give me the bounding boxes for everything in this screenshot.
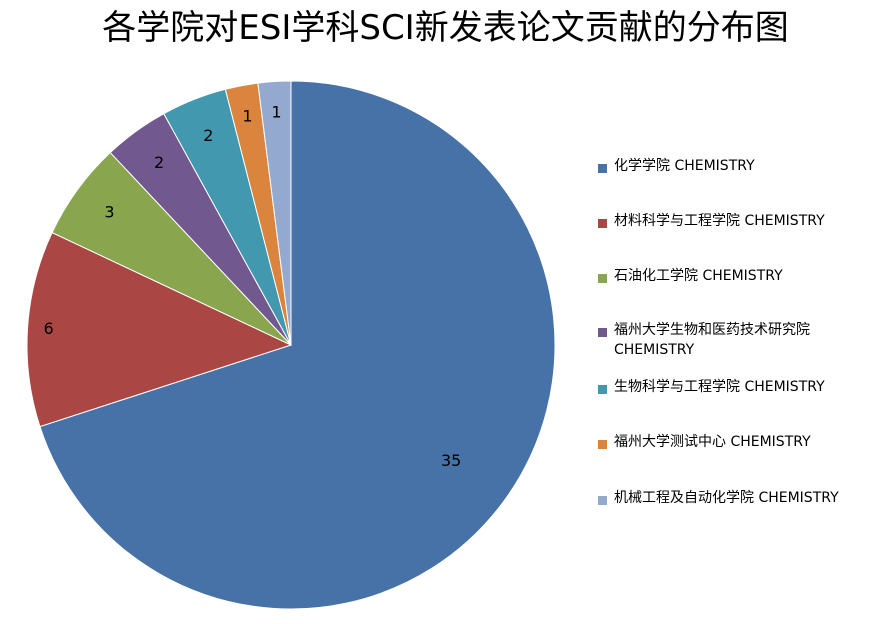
legend-item: 福州大学测试中心 CHEMISTRY: [598, 432, 888, 452]
legend-swatch: [598, 219, 607, 228]
legend-item: 材料科学与工程学院 CHEMISTRY: [598, 211, 888, 231]
legend-item: 福州大学生物和医药技术研究院 CHEMISTRY: [598, 320, 888, 360]
legend-label: 化学学院 CHEMISTRY: [614, 158, 755, 174]
pie-slice: [26, 231, 293, 428]
legend-swatch: [598, 164, 607, 173]
pie-slices: [26, 80, 556, 610]
pie-data-labels: 35 6 3 2 2 1 1: [44, 103, 462, 470]
pie-slice: [257, 80, 292, 346]
legend-swatch: [598, 496, 607, 505]
legend-item: 生物科学与工程学院 CHEMISTRY: [598, 377, 888, 397]
legend-swatch: [598, 328, 607, 337]
legend-item: 石油化工学院 CHEMISTRY: [598, 266, 888, 286]
chart-title: 各学院对ESI学科SCI新发表论文贡献的分布图: [102, 8, 789, 48]
legend-label: 福州大学测试中心 CHEMISTRY: [614, 434, 811, 450]
slice-data-label: 3: [104, 203, 114, 222]
legend-swatch: [598, 385, 607, 394]
legend-swatch: [598, 274, 607, 283]
slice-data-label: 1: [271, 103, 281, 122]
legend-label: 生物科学与工程学院 CHEMISTRY: [614, 379, 825, 395]
slice-data-label: 6: [44, 319, 54, 338]
slice-data-label: 2: [154, 153, 164, 172]
legend-swatch: [598, 440, 607, 449]
legend-label: 石油化工学院 CHEMISTRY: [614, 268, 783, 284]
legend-item: 化学学院 CHEMISTRY: [598, 156, 888, 176]
slice-data-label: 2: [203, 126, 213, 145]
slice-data-label: 1: [242, 106, 252, 125]
legend-item: 机械工程及自动化学院 CHEMISTRY: [598, 488, 888, 508]
pie-slice: [39, 80, 556, 610]
slice-data-label: 35: [441, 451, 461, 470]
legend-label: 材料科学与工程学院 CHEMISTRY: [614, 213, 825, 229]
legend-label: 机械工程及自动化学院 CHEMISTRY: [614, 490, 839, 506]
legend-label: 福州大学生物和医药技术研究院 CHEMISTRY: [614, 322, 810, 358]
